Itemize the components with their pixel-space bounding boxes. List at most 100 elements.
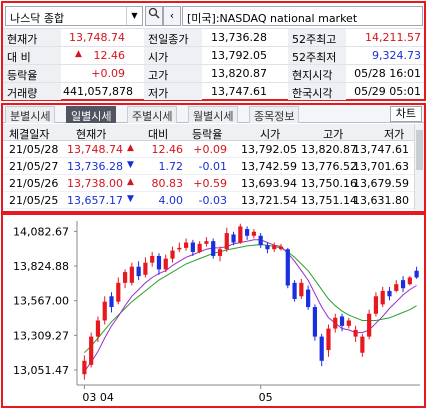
candlestick-chart[interactable]: 14,082.67 13,824.88 13,567.00 13,309.27 13,0… [3, 215, 424, 406]
candle-up [353, 329, 358, 337]
down-arrow-icon: ▼ [127, 194, 134, 204]
quote-row: 현재가 13,748.74 전일종가 13,736.28 52주최고 14,211.57 [3, 28, 424, 46]
candle-up [373, 296, 379, 314]
up-arrow-icon: ▲ [75, 49, 82, 59]
candle-down [258, 235, 263, 246]
x-tick-label: 03 04 [82, 391, 114, 404]
cell-rate: +0.09 [193, 143, 227, 156]
quote-label: 등락율 [3, 65, 61, 82]
candle-down [245, 229, 250, 236]
quote-value: 13,820.87 [211, 67, 267, 80]
chevron-left-icon[interactable]: ‹ [163, 6, 181, 26]
quote-value: 13,747.61 [211, 85, 267, 98]
cell-high: 13,751.14 [301, 194, 357, 207]
col-change: 대비 [148, 128, 169, 141]
candle-down [265, 245, 270, 250]
table-row[interactable]: 21/05/25 13,657.17 ▼ 4.00 -0.03 13,721.54 13,7… [3, 192, 414, 209]
candle-up [163, 258, 168, 270]
cell-rate: -0.01 [198, 160, 227, 173]
quote-label: 한국시각 [288, 83, 346, 100]
moving-average-short [83, 239, 417, 372]
tab-daily[interactable]: 일별시세 [66, 106, 117, 123]
candle-up [333, 317, 338, 329]
tab-minute[interactable]: 분별시세 [5, 106, 56, 123]
cell-low: 13,701.63 [353, 160, 409, 173]
candle-up [272, 245, 277, 250]
quote-value: 05/29 05:01 [354, 85, 421, 98]
quote-value: 13,748.74 [69, 31, 125, 44]
candle-up [278, 246, 284, 250]
magnifier-icon[interactable] [145, 6, 163, 26]
tab-bar: 분별시세 일별시세 주별시세 월별시세 종목정보 차트 [3, 105, 424, 123]
cell-date: 21/05/26 [9, 177, 59, 190]
y-tick-label: 13,824.88 [13, 260, 69, 273]
table-row[interactable]: 21/05/28 13,748.74 ▲ 12.46 +0.09 13,792.05 13,… [3, 141, 414, 158]
candle-down [306, 289, 311, 308]
cell-high: 13,750.16 [301, 177, 357, 190]
cell-change: 1.72 [158, 160, 184, 173]
y-tick-label: 13,309.27 [13, 329, 69, 342]
quote-label: 거래량 [3, 83, 61, 100]
quote-value: 14,211.57 [365, 31, 421, 44]
col-price: 현재가 [76, 128, 107, 141]
cell-date: 21/05/25 [9, 194, 59, 207]
cell-low: 13,747.61 [353, 143, 409, 156]
market-select[interactable]: 나스닥 종합 ▼ [5, 6, 143, 26]
cell-low: 13,679.59 [353, 177, 409, 190]
chart-button[interactable]: 차트 [389, 106, 422, 122]
table-header: 체결일자 현재가 대비 등락율 시가 고가 저가 [3, 124, 414, 141]
candle-down [339, 316, 345, 326]
candle-up [407, 277, 412, 285]
quote-value: 13,792.05 [211, 49, 267, 62]
table-row[interactable]: 21/05/26 13,738.00 ▲ 80.83 +0.59 13,693.94 13,… [3, 175, 414, 192]
candle-down [319, 336, 324, 361]
y-tick-label: 13,051.47 [13, 364, 69, 377]
cell-change: 12.46 [151, 143, 184, 156]
down-arrow-icon: ▼ [127, 160, 134, 170]
candle-down [136, 266, 141, 277]
candle-up [170, 250, 175, 259]
daily-price-panel: 분별시세 일별시세 주별시세 월별시세 종목정보 차트 체결일자 현재가 대비 … [1, 103, 426, 213]
tab-weekly[interactable]: 주별시세 [127, 106, 178, 123]
y-tick-label: 14,082.67 [13, 225, 69, 238]
cell-price: 13,748.74 [67, 143, 123, 156]
candle-up [177, 247, 182, 250]
tab-monthly[interactable]: 월별시세 [188, 106, 239, 123]
caret-down-icon[interactable]: ▼ [126, 7, 142, 25]
candle-up [183, 242, 189, 248]
tab-info[interactable]: 종목정보 [249, 106, 300, 123]
quote-label: 고가 [144, 65, 202, 82]
candle-up [143, 262, 148, 275]
cell-change: 80.83 [151, 177, 184, 190]
candle-up [238, 226, 243, 243]
cell-high: 13,820.87 [301, 143, 357, 156]
quote-label: 현지시각 [288, 65, 346, 82]
candle-up [360, 336, 365, 353]
table-row[interactable]: 21/05/27 13,736.28 ▼ 1.72 -0.01 13,742.59 13,7… [3, 158, 414, 175]
market-name: [미국]:NASDAQ national market [182, 6, 423, 26]
quote-value: 05/28 16:01 [354, 67, 421, 80]
quote-row: 대 비 12.46 시가 13,792.05 52주최저 9,324.73 ▲ [3, 46, 424, 64]
up-arrow-icon: ▲ [127, 177, 134, 187]
quote-value: 12.46 [93, 49, 126, 62]
col-low: 저가 [384, 128, 405, 141]
cell-date: 21/05/27 [9, 160, 59, 173]
cell-change: 4.00 [158, 194, 184, 207]
quote-label: 대 비 [3, 47, 61, 64]
quote-value: 9,324.73 [372, 49, 421, 62]
candle-down [414, 270, 419, 278]
table-scrollbar[interactable] [414, 124, 424, 210]
candle-down [211, 241, 216, 256]
up-arrow-icon: ▲ [127, 143, 134, 153]
cell-price: 13,657.17 [67, 194, 123, 207]
candle-up [394, 284, 399, 291]
cell-rate: +0.59 [193, 177, 227, 190]
scrollbar-thumb[interactable] [416, 130, 423, 170]
cell-low: 13,631.80 [353, 194, 409, 207]
cell-rate: -0.03 [198, 194, 227, 207]
candle-up [102, 301, 107, 321]
market-select-value: 나스닥 종합 [10, 12, 65, 25]
candle-up [224, 233, 229, 250]
candle-down [156, 255, 162, 270]
candle-up [95, 320, 101, 337]
